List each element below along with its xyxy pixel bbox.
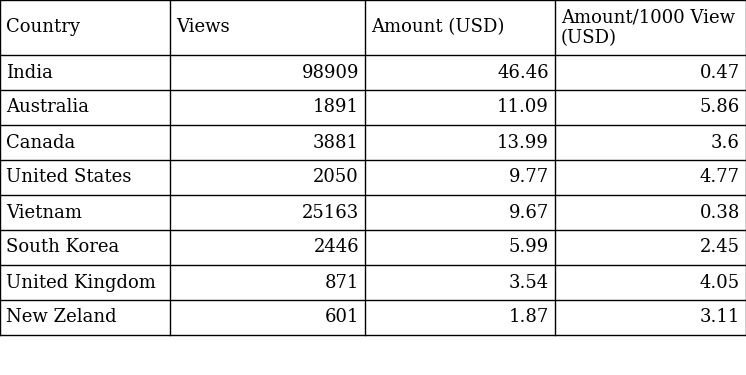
Text: New Zeland: New Zeland xyxy=(6,309,116,327)
Text: Views: Views xyxy=(176,18,230,36)
Text: 0.38: 0.38 xyxy=(700,204,740,222)
Text: 2446: 2446 xyxy=(313,238,359,256)
Text: Australia: Australia xyxy=(6,99,89,117)
Text: 9.67: 9.67 xyxy=(509,204,549,222)
Text: 4.77: 4.77 xyxy=(700,168,740,186)
Text: Canada: Canada xyxy=(6,134,75,152)
Text: 3.54: 3.54 xyxy=(509,273,549,291)
Text: 46.46: 46.46 xyxy=(498,63,549,81)
Text: South Korea: South Korea xyxy=(6,238,119,256)
Text: India: India xyxy=(6,63,53,81)
Text: 1891: 1891 xyxy=(313,99,359,117)
Text: Amount (USD): Amount (USD) xyxy=(371,18,504,36)
Text: Vietnam: Vietnam xyxy=(6,204,82,222)
Text: 2.45: 2.45 xyxy=(700,238,740,256)
Text: 601: 601 xyxy=(325,309,359,327)
Text: 1.87: 1.87 xyxy=(509,309,549,327)
Text: 5.86: 5.86 xyxy=(700,99,740,117)
Text: 9.77: 9.77 xyxy=(509,168,549,186)
Text: United Kingdom: United Kingdom xyxy=(6,273,156,291)
Text: United States: United States xyxy=(6,168,131,186)
Text: 2050: 2050 xyxy=(313,168,359,186)
Text: 871: 871 xyxy=(325,273,359,291)
Text: Country: Country xyxy=(6,18,80,36)
Text: 3.6: 3.6 xyxy=(711,134,740,152)
Text: 11.09: 11.09 xyxy=(497,99,549,117)
Text: 5.99: 5.99 xyxy=(509,238,549,256)
Text: 98909: 98909 xyxy=(301,63,359,81)
Text: 13.99: 13.99 xyxy=(497,134,549,152)
Text: 3881: 3881 xyxy=(313,134,359,152)
Text: 3.11: 3.11 xyxy=(700,309,740,327)
Text: Amount/1000 View
(USD): Amount/1000 View (USD) xyxy=(561,8,735,47)
Text: 4.05: 4.05 xyxy=(700,273,740,291)
Text: 0.47: 0.47 xyxy=(700,63,740,81)
Text: 25163: 25163 xyxy=(301,204,359,222)
